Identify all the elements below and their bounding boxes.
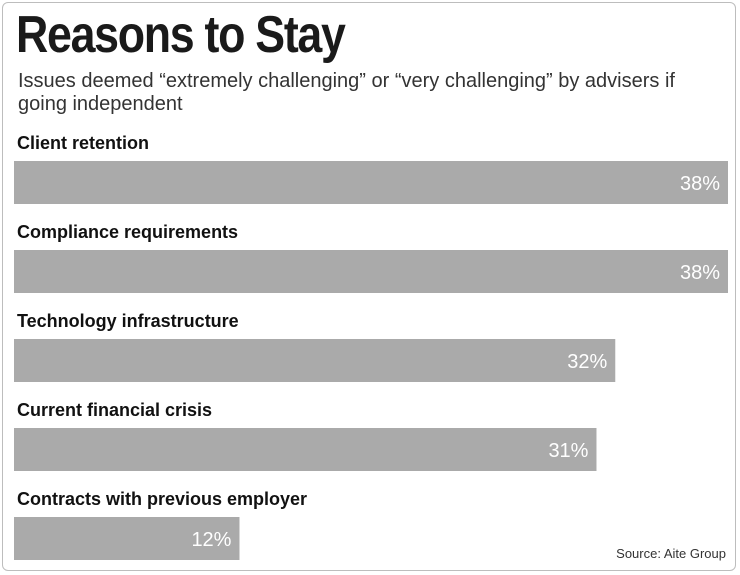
bar (14, 428, 597, 471)
value-label: 12% (191, 529, 231, 551)
bar (14, 161, 728, 204)
category-label: Compliance requirements (17, 222, 238, 242)
value-label: 32% (567, 351, 607, 373)
bar (14, 517, 240, 560)
chart-subtitle: Issues deemed “extremely challenging” or… (18, 70, 675, 115)
chart-title: Reasons to Stay (16, 6, 346, 64)
category-label: Client retention (17, 133, 149, 153)
value-label: 38% (680, 173, 720, 195)
value-label: 38% (680, 262, 720, 284)
value-label: 31% (548, 440, 588, 462)
bar (14, 250, 728, 293)
source-note: Source: Aite Group (616, 546, 726, 561)
category-label: Technology infrastructure (17, 311, 239, 331)
bar (14, 339, 616, 382)
category-label: Current financial crisis (17, 400, 212, 420)
category-label: Contracts with previous employer (17, 489, 307, 509)
